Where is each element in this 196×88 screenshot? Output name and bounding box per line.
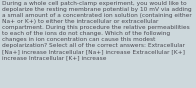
Text: During a whole cell patch-clamp experiment, you would like to
depolarize the res: During a whole cell patch-clamp experime… <box>2 1 192 60</box>
